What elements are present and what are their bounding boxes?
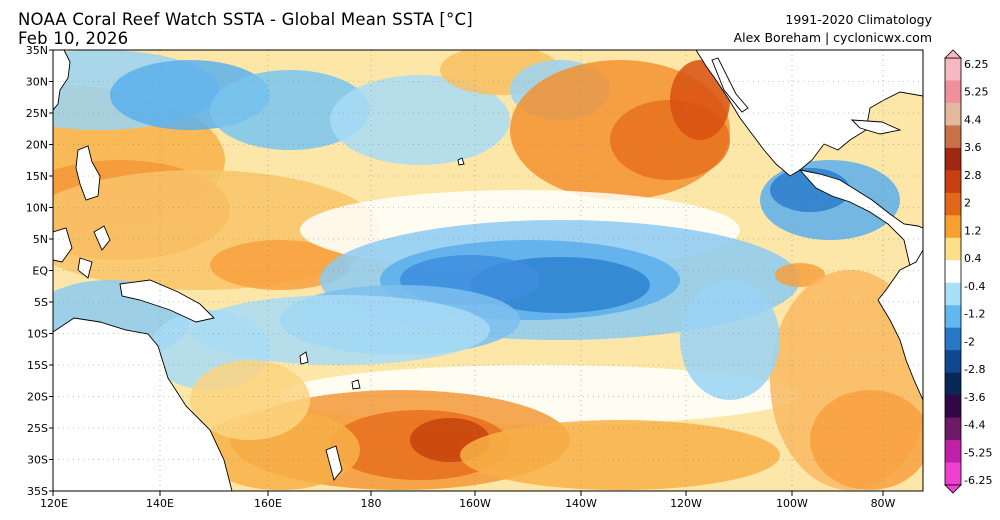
landmass-3 xyxy=(53,227,73,263)
colorbar-segment xyxy=(945,58,961,82)
lat-label: 15S xyxy=(27,359,48,372)
landmass-9 xyxy=(711,57,749,113)
lon-label: 140E xyxy=(146,497,174,510)
lon-label: 160E xyxy=(254,497,282,510)
lat-label: 15N xyxy=(26,170,48,183)
colorbar-label: -2 xyxy=(964,335,975,348)
lat-label: 5S xyxy=(34,296,48,309)
lat-label: 10S xyxy=(27,328,48,341)
colorbar-segment xyxy=(945,395,961,419)
colorbar-segment xyxy=(945,462,961,486)
lon-label: 100W xyxy=(776,497,808,510)
colorbar-segment xyxy=(945,237,961,261)
colorbar: 6.25 5.25 4.4 3.6 2.8 2 1.2 0.4 -0.4 -1.2 -2 -2.8 -3… xyxy=(944,49,992,494)
colorbar-segment xyxy=(945,80,961,104)
colorbar-label: 3.6 xyxy=(964,141,982,154)
landmass-1 xyxy=(75,145,101,201)
colorbar-label: 2.8 xyxy=(964,169,982,182)
colorbar-label: -2.8 xyxy=(964,363,985,376)
lon-label: 180 xyxy=(361,497,382,510)
colorbar-segment xyxy=(945,440,961,464)
colorbar-bottom-arrow xyxy=(944,484,962,494)
colorbar-label: 5.25 xyxy=(964,86,989,99)
colorbar-label: -1.2 xyxy=(964,308,985,321)
colorbar-label: -4.4 xyxy=(964,419,985,432)
colorbar-label: 0.4 xyxy=(964,252,982,265)
lat-label: 10N xyxy=(26,202,48,215)
colorbar-segment xyxy=(945,305,961,329)
lat-label: EQ xyxy=(32,265,48,278)
landmass-14 xyxy=(299,351,309,365)
lon-label: 80W xyxy=(871,497,896,510)
lat-label: 20S xyxy=(27,391,48,404)
colorbar-label: 1.2 xyxy=(964,224,982,237)
landmass-4 xyxy=(77,257,93,279)
landmass-11 xyxy=(850,119,902,135)
landmass-13 xyxy=(457,157,465,166)
climatology-label: 1991-2020 Climatology xyxy=(785,12,932,27)
landmass-8 xyxy=(695,50,923,177)
chart-title: NOAA Coral Reef Watch SSTA - Global Mean… xyxy=(18,10,473,48)
colorbar-segment xyxy=(945,147,961,171)
colorbar-segment xyxy=(945,350,961,374)
lat-label: 20N xyxy=(26,139,48,152)
lat-label: 35S xyxy=(27,485,48,498)
latitude-labels: 35N 30N 25N 20N 15N 10N 5N EQ 5S 10S 15S 20S 25S 30S 3… xyxy=(26,44,53,498)
landmass-12 xyxy=(877,249,923,401)
colorbar-segment xyxy=(945,417,961,441)
lon-label: 120W xyxy=(670,497,702,510)
title-line-1: NOAA Coral Reef Watch SSTA - Global Mean… xyxy=(18,10,473,29)
colorbar-segment xyxy=(945,282,961,306)
credits: 1991-2020 Climatology Alex Boreham | cyc… xyxy=(734,11,932,47)
colorbar-label: 4.4 xyxy=(964,114,982,127)
colorbar-segment xyxy=(945,192,961,216)
colorbar-segment xyxy=(945,102,961,127)
colorbar-label: 6.25 xyxy=(964,58,989,71)
lon-label: 160W xyxy=(459,497,491,510)
colorbar-top-arrow xyxy=(944,49,962,59)
landmass-6 xyxy=(53,317,233,491)
colorbar-segment xyxy=(945,215,961,239)
colorbar-label: -0.4 xyxy=(964,280,985,293)
lon-label: 140W xyxy=(565,497,597,510)
graticule xyxy=(53,50,923,491)
credit-label: Alex Boreham | cyclonicwx.com xyxy=(733,30,932,45)
land-masses xyxy=(53,50,923,491)
colorbar-label: -5.25 xyxy=(964,446,992,459)
colorbar-label: 2 xyxy=(964,197,971,210)
title-date: Feb 10, 2026 xyxy=(18,29,129,48)
lat-label: 35N xyxy=(26,44,48,57)
landmass-2 xyxy=(93,225,111,251)
landmass-7 xyxy=(325,445,343,481)
colorbar-segment xyxy=(945,260,961,284)
longitude-labels: 120E 140E 160E 180 160W 140W 120W 100W 80W xyxy=(40,491,896,510)
lon-label: 120E xyxy=(40,497,68,510)
landmass-0 xyxy=(53,50,71,111)
landmass-10 xyxy=(798,169,923,267)
colorbar-segment xyxy=(945,125,961,149)
landmass-15 xyxy=(351,379,361,390)
colorbar-segment xyxy=(945,170,961,194)
lat-label: 5N xyxy=(33,233,48,246)
lat-label: 30S xyxy=(27,454,48,467)
lat-label: 25N xyxy=(26,107,48,120)
lat-label: 25S xyxy=(27,422,48,435)
landmass-5 xyxy=(119,279,215,323)
colorbar-segment xyxy=(945,327,961,351)
lat-label: 30N xyxy=(26,76,48,89)
colorbar-label: -6.25 xyxy=(964,474,992,487)
colorbar-segment xyxy=(945,372,961,396)
colorbar-label: -3.6 xyxy=(964,391,985,404)
